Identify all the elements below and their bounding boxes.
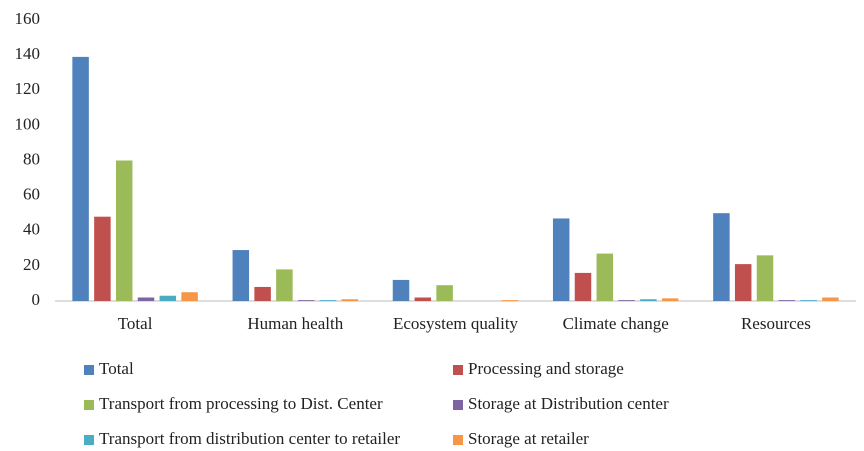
legend-swatch [453,435,463,445]
bar [115,160,133,301]
bar [574,272,592,301]
bar [72,56,89,301]
bar [822,297,839,301]
y-tick-label: 80 [23,149,40,168]
bar [800,300,817,301]
y-tick-label: 0 [32,290,41,309]
bar [94,216,111,301]
x-tick-label: Ecosystem quality [393,314,519,333]
legend-swatch [84,435,94,445]
legend-label: Storage at Distribution center [468,394,669,413]
legend-label: Total [99,359,134,378]
x-tick-label: Climate change [563,314,669,333]
legend-label: Transport from distribution center to re… [99,429,400,448]
bar [297,300,315,301]
x-tick-label: Resources [741,314,811,333]
bar [778,300,796,301]
y-tick-label: 20 [23,255,40,274]
bar [254,286,271,301]
bar [618,300,635,301]
legend-swatch [453,400,463,410]
y-tick-label: 60 [23,185,40,204]
legend-label: Storage at retailer [468,429,589,448]
bar [159,295,177,301]
bar [640,299,657,301]
legend-swatch [84,365,94,375]
legend-label: Transport from processing to Dist. Cente… [99,394,383,413]
bar [137,297,155,301]
bar [436,285,453,301]
x-tick-label: Human health [247,314,343,333]
bar [392,279,410,301]
bar [414,297,432,301]
legend-label: Processing and storage [468,359,624,378]
bar [596,253,614,301]
legend-swatch [84,400,94,410]
bar [713,213,730,301]
bar [756,255,774,301]
y-tick-label: 160 [15,9,41,28]
bar [341,299,359,301]
y-tick-label: 40 [23,220,40,239]
legend-swatch [453,365,463,375]
x-tick-label: Total [118,314,153,333]
bar [276,269,293,301]
bar [319,300,337,301]
y-tick-label: 120 [15,79,41,98]
bar [181,292,198,301]
y-tick-label: 100 [15,114,41,133]
bar [501,300,519,301]
bar [552,218,570,301]
bar [232,250,250,301]
bar [734,264,752,301]
y-tick-label: 140 [15,44,41,63]
bar [661,298,679,301]
